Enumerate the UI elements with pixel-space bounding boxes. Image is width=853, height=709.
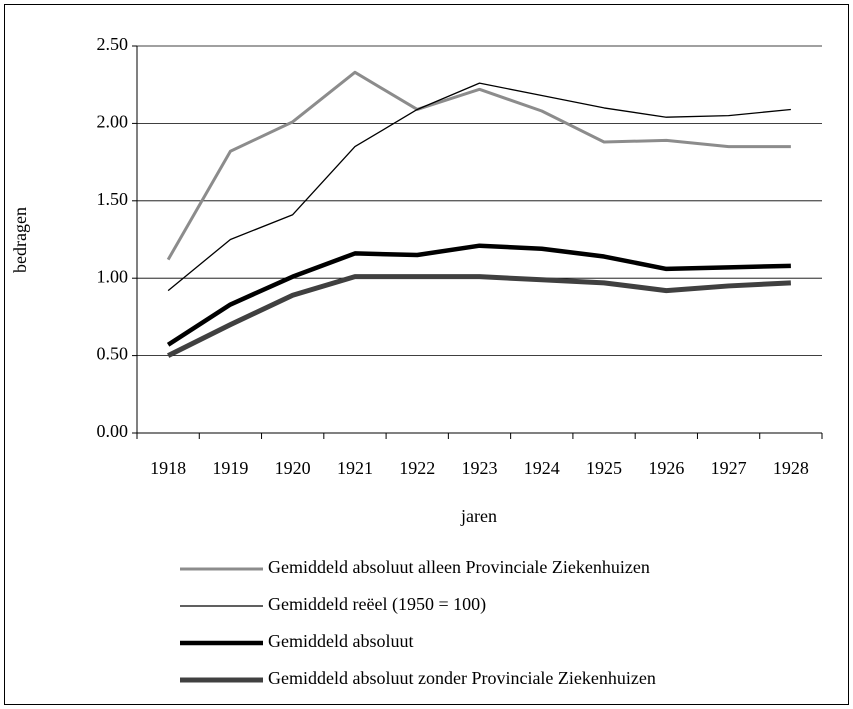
- legend-label: Gemiddeld absoluut alleen Provinciale Zi…: [268, 557, 650, 577]
- x-tick-label: 1925: [586, 458, 622, 478]
- x-tick-label: 1926: [648, 458, 684, 478]
- y-tick-label: 0.50: [97, 344, 129, 364]
- x-axis-label: jaren: [460, 506, 497, 526]
- series-line: [167, 82, 791, 292]
- series-line: [166, 243, 791, 347]
- series-line: [166, 70, 791, 261]
- x-tick-label: 1918: [150, 458, 186, 478]
- x-tick-label: 1927: [711, 458, 747, 478]
- x-tick-label: 1928: [773, 458, 809, 478]
- y-tick-label: 1.50: [97, 189, 129, 209]
- y-tick-label: 2.00: [97, 112, 129, 132]
- x-tick-label: 1923: [462, 458, 498, 478]
- chart-border: [4, 4, 849, 705]
- y-tick-label: 0.00: [97, 421, 129, 441]
- x-tick-label: 1924: [524, 458, 560, 478]
- legend-label: Gemiddeld absoluut zonder Provinciale Zi…: [268, 668, 656, 688]
- x-tick-label: 1919: [212, 458, 248, 478]
- series-line: [167, 274, 791, 358]
- y-axis-label: bedragen: [10, 207, 30, 273]
- x-tick-label: 1920: [275, 458, 311, 478]
- x-tick-label: 1922: [399, 458, 435, 478]
- legend-label: Gemiddeld reëel (1950 = 100): [268, 594, 486, 615]
- y-tick-label: 2.50: [97, 34, 129, 54]
- x-tick-label: 1921: [337, 458, 373, 478]
- y-tick-label: 1.00: [97, 266, 129, 286]
- legend-label: Gemiddeld absoluut: [268, 631, 413, 651]
